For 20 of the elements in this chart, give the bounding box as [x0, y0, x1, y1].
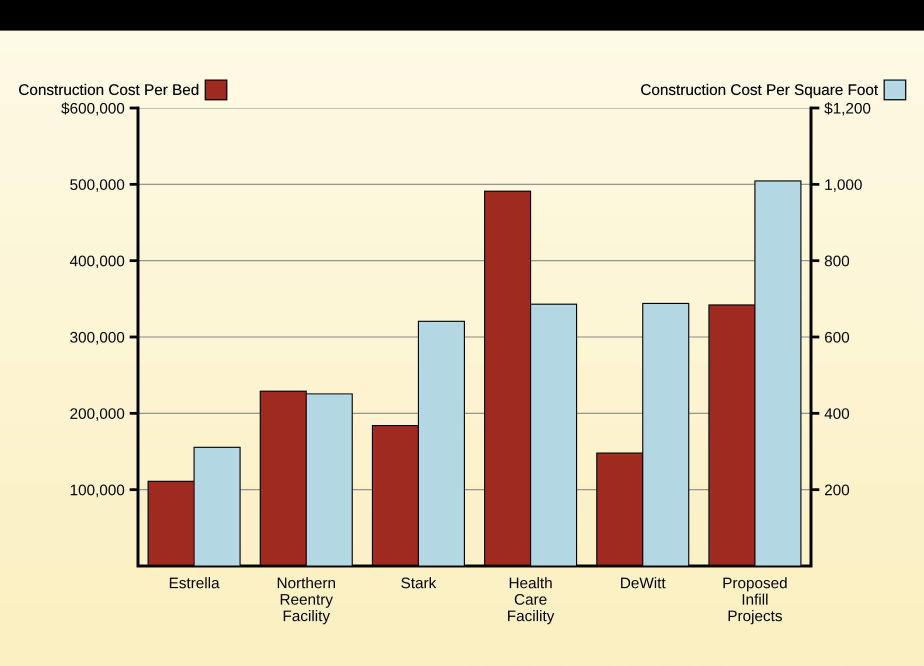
y2-tick-label: 600 [824, 332, 850, 343]
x-tick-label: Health Care Facility [508, 577, 554, 624]
y-tick-label: 400,000 [70, 256, 124, 268]
x-tick-label: Northern Reentry Facility [278, 577, 335, 624]
y2-tick-label: 200 [824, 484, 850, 496]
y2-tick-label: 1,000 [825, 179, 862, 192]
x-tick-label: Estrella [170, 577, 220, 588]
y-tick-label: 200,000 [70, 408, 124, 421]
y-tick-label: 300,000 [70, 332, 124, 344]
legend-label: Construction Cost Per Bed [19, 84, 198, 96]
y-tick-label: $600,000 [61, 102, 124, 116]
y-tick-label: 500,000 [70, 179, 124, 192]
y2-tick-label: 400 [824, 408, 850, 420]
legend-label: Construction Cost Per Square Foot [641, 84, 878, 98]
x-tick-label: Proposed Infill Projects [723, 577, 787, 624]
x-tick-label: DeWitt [621, 577, 666, 588]
y-tick-label: 100,000 [70, 484, 124, 498]
x-tick-label: Stark [401, 577, 436, 588]
y2-tick-label: $1,200 [824, 102, 870, 116]
y2-tick-label: 800 [824, 256, 850, 266]
